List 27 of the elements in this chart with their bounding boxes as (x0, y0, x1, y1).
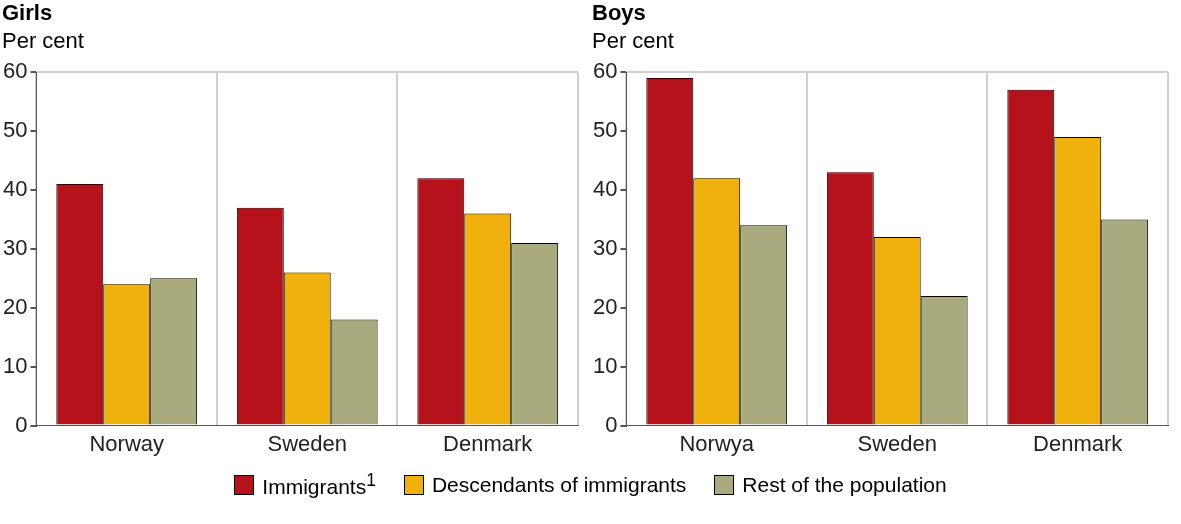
chart-title: Girls (2, 0, 54, 26)
y-tick-label: 60 (2, 58, 28, 84)
y-tick-label: 0 (605, 411, 618, 437)
x-tick-label: Norway (89, 430, 165, 456)
y-axis-title: Per cent (2, 27, 85, 55)
legend-label: Immigrants$^{1}$ (262, 470, 376, 499)
x-tick-label: Sweden (857, 430, 937, 456)
x-tick-label: Norwya (679, 430, 755, 456)
y-tick-label: 0 (15, 411, 28, 437)
y-tick-label: 30 (2, 234, 28, 260)
x-tick-label: Denmark (1033, 430, 1124, 456)
y-tick-label: 10 (2, 352, 28, 378)
y-tick-label: 20 (2, 293, 28, 319)
y-tick-label: 20 (592, 293, 618, 319)
y-tick-label: 30 (592, 234, 618, 260)
y-tick-label: 40 (2, 176, 28, 202)
x-tick-label: Denmark (443, 430, 534, 456)
y-tick-label: 50 (592, 117, 618, 143)
chart-title: Boys (592, 0, 647, 26)
y-axis-title: Per cent (592, 27, 675, 55)
x-tick-label: Sweden (267, 430, 347, 456)
y-tick-label: 10 (592, 352, 618, 378)
y-tick-label: 50 (2, 117, 28, 143)
y-tick-label: 40 (592, 176, 618, 202)
y-tick-label: 60 (592, 58, 618, 84)
legend-label: Rest of the population (742, 472, 947, 497)
legend-label: Descendants of immigrants (431, 472, 687, 497)
